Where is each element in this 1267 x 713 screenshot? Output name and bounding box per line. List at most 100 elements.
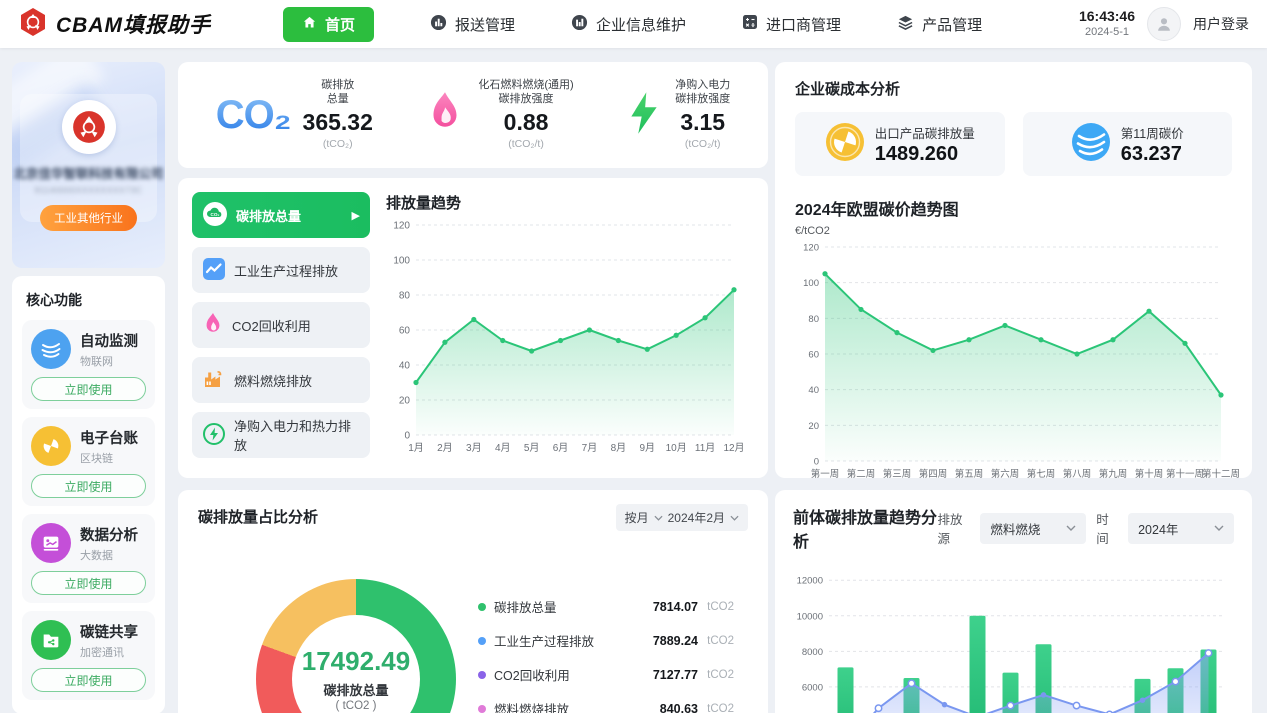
svg-text:120: 120	[803, 243, 819, 254]
svg-text:10月: 10月	[666, 442, 687, 454]
tab-fuel-combustion[interactable]: 燃料燃烧排放	[192, 357, 370, 403]
tab-label: 净购入电力和热力排放	[234, 419, 352, 453]
legend-item[interactable]: 工业生产过程排放 7889.24 tCO2	[478, 631, 734, 650]
kpi-stats-card: CO₂ 碳排放 总量 365.32 (tCO₂) 化石燃料燃烧(通用) 碳排放强度	[178, 62, 768, 168]
svg-text:2月: 2月	[437, 442, 453, 454]
feature-title: 碳链共享	[80, 624, 138, 641]
svg-text:80: 80	[808, 314, 819, 325]
source-label: 排放源	[937, 513, 963, 546]
svg-text:6月: 6月	[553, 442, 569, 454]
svg-text:20: 20	[399, 396, 411, 407]
stat-value: 0.88	[503, 108, 549, 135]
industry-tag[interactable]: 工业其他行业	[40, 205, 137, 231]
svg-text:第三周: 第三周	[883, 468, 912, 480]
svg-text:12月: 12月	[723, 442, 744, 454]
legend-dot	[478, 670, 486, 679]
donut-total-value: 17492.49	[301, 646, 411, 676]
chevron-down-icon	[730, 515, 739, 521]
use-now-button[interactable]: 立即使用	[31, 474, 146, 498]
stat-value: 3.15	[680, 108, 726, 135]
legend-item[interactable]: 燃料燃烧排放 840.63 tCO2	[478, 699, 734, 713]
nav-product-label: 产品管理	[922, 16, 983, 34]
user-avatar[interactable]	[1147, 7, 1181, 41]
nav-report-management[interactable]: 报送管理	[430, 14, 515, 35]
cost-stat-label: 出口产品碳排放量	[874, 126, 975, 141]
donut-card-title: 碳排放量占比分析	[198, 509, 319, 526]
period-filter-dropdown[interactable]: 按月 2024年2月	[615, 504, 748, 531]
time-label: 时间	[1096, 513, 1109, 546]
nav-enterprise-label: 企业信息维护	[596, 16, 687, 34]
precursor-card-title: 前体碳排放量趋势分析	[793, 510, 938, 551]
stat-unit: (tCO₂)	[322, 137, 353, 150]
flame-icon	[202, 312, 224, 339]
svg-text:第七周: 第七周	[1027, 468, 1056, 480]
svg-text:80: 80	[399, 291, 411, 302]
nav-home-label: 首页	[325, 16, 356, 34]
core-functions-title: 核心功能	[26, 292, 82, 308]
svg-text:CO₂: CO₂	[211, 211, 220, 216]
company-logo	[61, 100, 116, 154]
year-select[interactable]: 2024年	[1128, 512, 1234, 544]
emission-share-card: 碳排放量占比分析 按月 2024年2月 17492.49 碳排放总量 ( tCO…	[178, 490, 768, 713]
brand-logo-icon	[18, 7, 48, 42]
use-now-button[interactable]: 立即使用	[31, 571, 146, 595]
person-icon	[1158, 18, 1170, 31]
company-name: 北京佳华智联科技有限公司	[13, 167, 164, 181]
company-reg-no: 91140000XXXXXXXX73C	[34, 185, 143, 195]
eu-price-chart-title: 2024年欧盟碳价趋势图	[795, 202, 959, 219]
svg-text:第九周: 第九周	[1099, 468, 1128, 480]
eu-carbon-price-chart: 020406080100120第一周 第二周 第三周 第四周 第五周 第六周 第七周 第八周第…	[803, 243, 1240, 481]
filter-period-value[interactable]: 2024年2月	[667, 511, 725, 525]
cost-stat-label: 第11周碳价	[1120, 126, 1184, 141]
tab-purchased-electricity-heat[interactable]: 净购入电力和热力排放	[192, 412, 370, 458]
emission-source-select[interactable]: 燃料燃烧	[980, 512, 1087, 544]
feature-subtitle: 大数据	[80, 549, 113, 562]
line-chart-icon	[202, 257, 226, 284]
globe-icon	[1071, 122, 1111, 167]
svg-text:9月: 9月	[639, 442, 655, 454]
nav-importer-management[interactable]: 进口商管理	[742, 14, 841, 35]
chevron-down-icon	[1066, 525, 1076, 531]
eu-price-unit-label: €/tCO2	[795, 225, 830, 237]
legend-item[interactable]: 碳排放总量 7814.07 tCO2	[478, 597, 734, 616]
feature-auto-monitor: 自动监测 物联网 立即使用	[22, 320, 155, 409]
feature-title: 电子台账	[80, 430, 138, 447]
nav-home[interactable]: 首页	[283, 6, 375, 42]
svg-text:60: 60	[808, 350, 819, 361]
donut-center-unit: ( tCO2 )	[335, 700, 377, 712]
filter-mode-value[interactable]: 按月	[624, 511, 649, 525]
tab-total-emission[interactable]: CO₂ 碳排放总量 ▶	[192, 192, 370, 238]
user-login-link[interactable]: 用户登录	[1193, 16, 1249, 32]
flame-icon	[424, 90, 466, 141]
core-functions-card: 核心功能 自动监测 物联网 立即使用	[12, 276, 165, 713]
precursor-trend-chart: 4000600080001000012000	[797, 576, 1225, 713]
use-now-button[interactable]: 立即使用	[31, 377, 146, 401]
date: 2024-5-1	[1084, 25, 1129, 38]
tab-label: 燃料燃烧排放	[234, 373, 313, 389]
svg-text:第五周: 第五周	[955, 468, 984, 480]
nav-enterprise-info[interactable]: 企业信息维护	[571, 14, 686, 35]
week-carbon-price-stat: 第11周碳价 63.237	[1022, 112, 1232, 176]
stat-value: 365.32	[302, 108, 373, 135]
svg-text:第二周: 第二周	[847, 468, 876, 480]
donut-center-label: 碳排放总量	[323, 683, 389, 698]
tab-co2-recovery[interactable]: CO2回收利用	[192, 302, 370, 348]
tab-industrial-process[interactable]: 工业生产过程排放	[192, 247, 370, 293]
export-emission-stat: 出口产品碳排放量 1489.260	[795, 112, 1005, 176]
svg-text:40: 40	[399, 361, 411, 372]
svg-text:4月: 4月	[495, 442, 511, 454]
chevron-down-icon	[1214, 525, 1224, 531]
svg-text:120: 120	[393, 221, 410, 232]
svg-text:第八周: 第八周	[1063, 468, 1092, 480]
legend-item[interactable]: CO2回收利用 7127.77 tCO2	[478, 665, 734, 684]
feature-subtitle: 区块链	[80, 452, 113, 465]
tab-label: 工业生产过程排放	[234, 263, 339, 279]
nav-product-management[interactable]: 产品管理	[897, 14, 982, 35]
svg-text:1月: 1月	[408, 442, 424, 454]
svg-text:7月: 7月	[582, 442, 598, 454]
use-now-button[interactable]: 立即使用	[31, 668, 146, 692]
stat-unit: (tCO₂/t)	[684, 137, 721, 150]
coin-icon	[825, 122, 865, 167]
clock: 16:43:46 2024-5-1	[1079, 8, 1135, 39]
home-icon	[302, 15, 317, 34]
